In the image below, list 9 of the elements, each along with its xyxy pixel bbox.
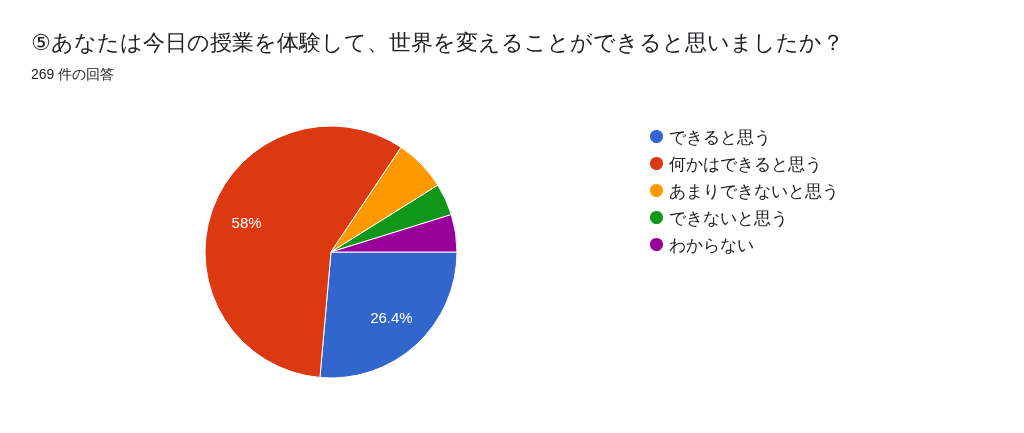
data-label: 58% [231,213,262,231]
legend-label: わからない [669,235,754,255]
data-label: 26.4% [370,309,413,327]
legend-label: できないと思う [669,208,788,228]
legend-label: あまりできないと思う [669,181,839,201]
chart-title: ⑤あなたは今日の授業を体験して、世界を変えることができると思いましたか？ [31,29,844,55]
legend-label: できると思う [669,127,771,147]
text: 269 件の回答 [31,66,115,82]
legend-label: 何かはできると思う [669,154,822,174]
